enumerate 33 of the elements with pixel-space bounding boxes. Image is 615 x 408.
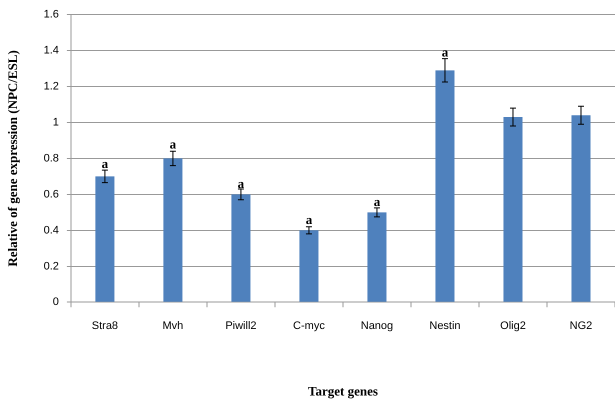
y-tick-label: 0.8: [44, 152, 59, 164]
x-tick-label: Nanog: [360, 320, 394, 332]
x-tick-label: Nestin: [429, 320, 461, 332]
y-tick-label: 1.2: [44, 80, 59, 93]
y-axis-title: Relative of gene expression (NPC/ESL): [5, 50, 20, 267]
y-tick-label: 0.6: [44, 188, 59, 200]
x-tick-label: Olig2: [500, 320, 526, 332]
x-tick-label: Stra8: [92, 320, 118, 332]
y-tick-label: 1.4: [44, 44, 59, 57]
x-tick-label: NG2: [570, 320, 592, 332]
y-tick-label: 0.4: [44, 224, 59, 236]
x-tick-label: Mvh: [162, 320, 184, 332]
bar: [367, 212, 386, 302]
y-tick-label: 0: [52, 296, 59, 308]
x-axis-title: Target genes: [308, 384, 378, 399]
annotation: a: [102, 156, 109, 172]
x-tick-label: Piwill2: [225, 320, 257, 332]
bar: [231, 194, 250, 302]
annotation: a: [170, 136, 177, 152]
bar: [571, 115, 591, 302]
bar: [435, 70, 454, 302]
annotation: a: [306, 212, 313, 227]
annotation: a: [238, 176, 245, 191]
bar: [163, 158, 182, 302]
y-tick-label: 1: [52, 116, 59, 128]
y-tick-label: 1.6: [44, 8, 59, 21]
annotation: a: [442, 44, 449, 60]
annotation: a: [374, 194, 381, 209]
bar: [95, 176, 114, 302]
y-tick-label: 0.2: [44, 260, 59, 272]
bar: [503, 117, 522, 302]
x-tick-label: C-myc: [293, 320, 326, 332]
bar: [299, 230, 318, 302]
